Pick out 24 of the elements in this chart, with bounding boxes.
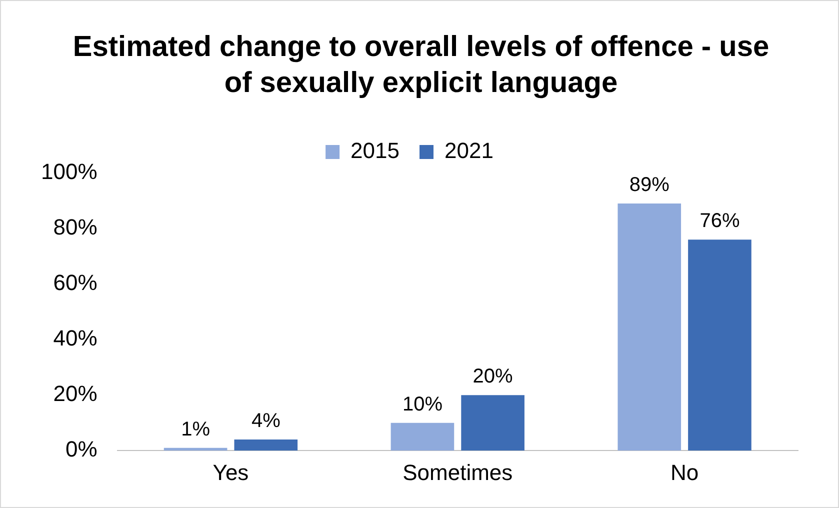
y-tick-label: 100% bbox=[40, 159, 98, 184]
bar bbox=[164, 448, 228, 451]
data-label: 10% bbox=[402, 393, 443, 416]
y-tick-label: 80% bbox=[53, 214, 98, 240]
y-tick-label: 20% bbox=[53, 381, 98, 406]
x-tick-label: Sometimes bbox=[402, 460, 513, 485]
chart-title: Estimated change to overall levels of offence - use of sexually explicit language bbox=[72, 30, 770, 101]
y-tick-label: 0% bbox=[65, 436, 98, 462]
data-label: 1% bbox=[181, 418, 210, 440]
bar bbox=[618, 204, 682, 451]
data-label: 89% bbox=[629, 174, 670, 196]
data-label: 20% bbox=[472, 366, 514, 388]
legend-label: 2021 bbox=[444, 138, 494, 164]
data-label: 76% bbox=[700, 210, 740, 232]
x-tick-label: Yes bbox=[212, 460, 249, 485]
bar bbox=[390, 422, 454, 451]
data-label: 4% bbox=[251, 410, 281, 432]
legend-label: 2015 bbox=[350, 138, 400, 164]
x-tick-label: No bbox=[670, 460, 699, 485]
y-tick-label: 40% bbox=[53, 326, 98, 351]
bar bbox=[461, 395, 524, 451]
bar bbox=[234, 439, 298, 451]
bar bbox=[688, 240, 752, 451]
y-tick-label: 60% bbox=[53, 270, 98, 296]
